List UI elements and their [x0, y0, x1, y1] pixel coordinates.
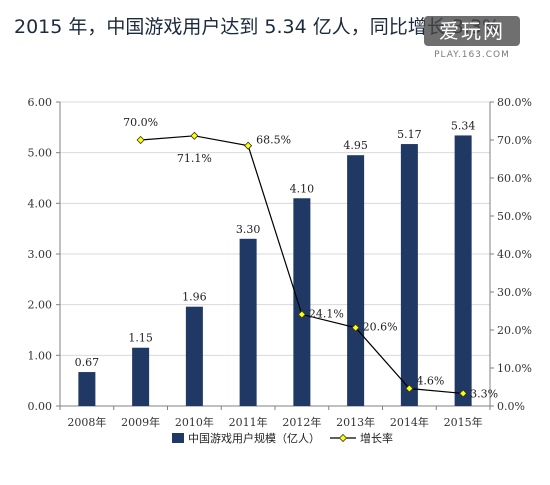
bar-data-label: 0.67 — [75, 356, 100, 369]
left-tick-label: 6.00 — [28, 96, 53, 109]
left-tick-label: 2.00 — [28, 299, 53, 312]
growth-data-label: 24.1% — [309, 307, 344, 320]
left-tick-label: 5.00 — [28, 147, 53, 160]
growth-marker — [405, 384, 414, 393]
x-tick-label: 2012年 — [282, 415, 321, 429]
x-tick-label: 2011年 — [229, 415, 268, 429]
x-tick-label: 2008年 — [67, 415, 106, 429]
left-tick-label: 1.00 — [28, 349, 53, 362]
bar — [185, 306, 203, 406]
bar-data-label: 3.30 — [236, 223, 261, 236]
bar — [293, 198, 311, 406]
bar — [78, 372, 96, 406]
right-tick-label: 50.0% — [497, 210, 532, 223]
growth-data-label: 70.0% — [123, 116, 158, 129]
growth-data-label: 4.6% — [416, 375, 444, 388]
x-tick-label: 2013年 — [336, 415, 375, 429]
growth-data-label: 68.5% — [256, 134, 291, 147]
growth-marker — [190, 131, 199, 140]
legend-line-label: 增长率 — [360, 431, 393, 445]
bar-data-label: 4.10 — [290, 182, 315, 195]
bar — [347, 155, 365, 406]
x-tick-label: 2009年 — [121, 415, 160, 429]
x-tick-label: 2010年 — [175, 415, 214, 429]
growth-marker — [351, 323, 360, 332]
right-tick-label: 10.0% — [497, 362, 532, 375]
x-tick-label: 2015年 — [444, 415, 483, 429]
bar-data-label: 5.17 — [397, 128, 422, 141]
watermark-text: 爱玩网 — [424, 16, 520, 46]
page-title: 2015 年，中国游戏用户达到 5.34 亿人，同比增长 3.3% — [14, 16, 501, 38]
bar — [132, 347, 150, 406]
growth-data-label: 20.6% — [363, 321, 398, 334]
legend-bar-label: 中国游戏用户规模（亿人） — [188, 431, 320, 445]
growth-data-label: 71.1% — [177, 152, 212, 165]
right-tick-label: 20.0% — [497, 324, 532, 337]
right-tick-label: 30.0% — [497, 286, 532, 299]
x-tick-label: 2014年 — [390, 415, 429, 429]
legend-bar-swatch — [172, 433, 184, 443]
left-tick-label: 0.00 — [28, 400, 53, 413]
growth-marker — [459, 389, 468, 398]
watermark-subtext: PLAY.163.COM — [434, 50, 510, 60]
left-tick-label: 4.00 — [28, 197, 53, 210]
growth-marker — [136, 135, 145, 145]
legend-line-marker — [338, 433, 348, 443]
right-tick-label: 70.0% — [497, 134, 532, 147]
growth-data-label: 3.3% — [470, 387, 498, 400]
growth-marker — [244, 141, 253, 150]
bar-data-label: 1.96 — [182, 291, 207, 304]
bar — [239, 238, 257, 406]
combo-chart: 0.00 1.00 2.00 3.00 4.00 5.00 6.00 0.0% 10.0% 20.… — [28, 96, 532, 445]
bar-data-label: 5.34 — [451, 119, 476, 132]
watermark-logo: 爱玩网 PLAY.163.COM — [418, 16, 530, 68]
bar-data-label: 4.95 — [343, 139, 368, 152]
right-tick-label: 0.0% — [497, 400, 525, 413]
left-tick-label: 3.00 — [28, 248, 53, 261]
chart-container: 0.00 1.00 2.00 3.00 4.00 5.00 6.00 0.0% 10.0% 20.… — [0, 86, 550, 481]
right-tick-label: 80.0% — [497, 96, 532, 109]
growth-marker — [297, 310, 306, 319]
bar — [454, 135, 472, 406]
bar — [400, 144, 418, 406]
right-tick-label: 40.0% — [497, 248, 532, 261]
right-tick-label: 60.0% — [497, 172, 532, 185]
bar-data-label: 1.15 — [128, 332, 153, 345]
